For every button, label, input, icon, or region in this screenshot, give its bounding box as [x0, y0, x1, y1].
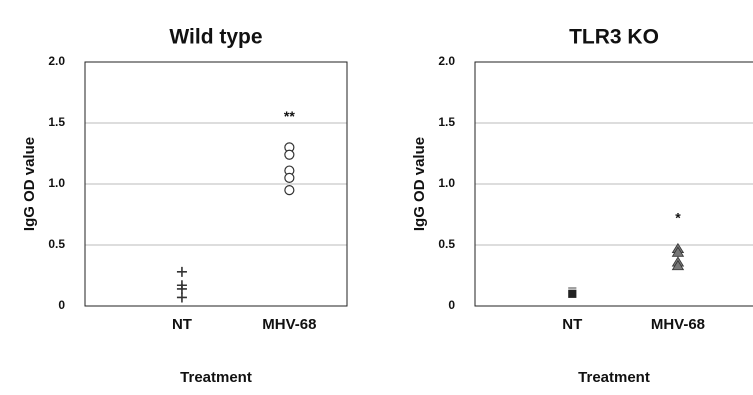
data-point	[284, 172, 295, 183]
plot-frame	[474, 61, 753, 307]
chart-title: TLR3 KO	[569, 26, 659, 49]
x-tick-label: MHV-68	[651, 316, 705, 333]
y-axis-label: IgG OD value	[411, 137, 428, 231]
x-axis-label: Treatment	[578, 369, 650, 386]
data-point	[284, 149, 295, 160]
x-axis-label: Treatment	[180, 369, 252, 386]
data-point	[176, 292, 187, 303]
x-tick-label: MHV-68	[262, 316, 316, 333]
data-point	[567, 288, 578, 299]
data-point	[176, 283, 187, 294]
y-tick-label: 2.0	[48, 54, 65, 68]
chart-title: Wild type	[169, 26, 262, 49]
y-tick-label: 2.0	[438, 54, 455, 68]
y-tick-label: 1.0	[438, 176, 455, 190]
y-tick-label: 0.5	[48, 237, 65, 251]
annotation: **	[284, 108, 295, 124]
annotation: *	[675, 209, 681, 225]
data-point	[176, 266, 187, 277]
y-tick-label: 0	[448, 298, 455, 312]
y-tick-label: 0.5	[438, 237, 455, 251]
y-tick-label: 1.5	[48, 115, 65, 129]
y-tick-label: 0	[58, 298, 65, 312]
plot-frame	[84, 61, 348, 307]
y-axis-label: IgG OD value	[21, 137, 38, 231]
x-tick-label: NT	[172, 316, 192, 333]
data-point	[284, 185, 295, 196]
data-point	[671, 259, 685, 271]
y-tick-label: 1.0	[48, 176, 65, 190]
x-tick-label: NT	[562, 316, 582, 333]
y-tick-label: 1.5	[438, 115, 455, 129]
